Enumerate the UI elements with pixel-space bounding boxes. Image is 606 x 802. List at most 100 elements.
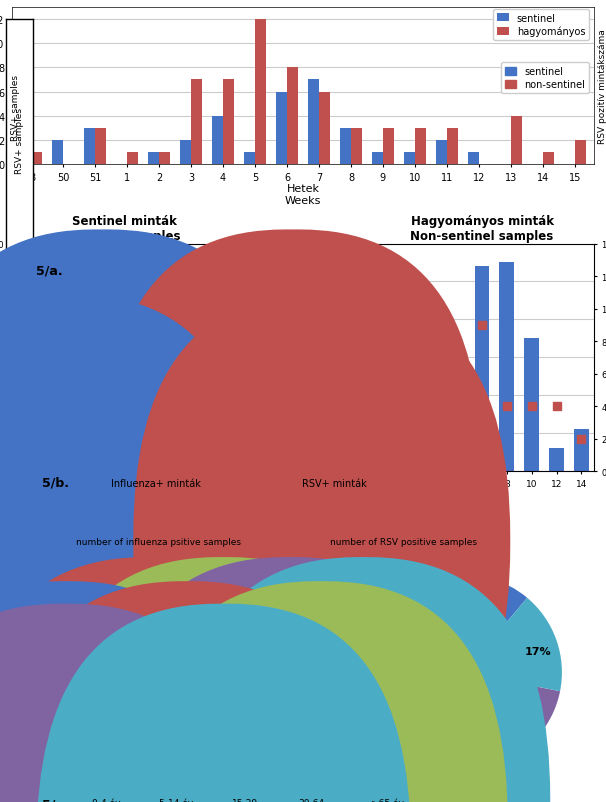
Point (219, 465, 228, 478)
Text: RSV+ minták: RSV+ minták (302, 478, 367, 488)
Bar (308, 80, 319, 164)
Bar (404, 152, 415, 164)
Bar (436, 140, 447, 164)
Text: number of influenza psitive samples: number of influenza psitive samples (76, 537, 241, 546)
Bar (95, 128, 107, 164)
Text: 34%: 34% (204, 679, 230, 689)
Bar (127, 152, 138, 164)
Bar (371, 152, 383, 164)
Bar (400, 468, 415, 472)
Point (70, 437, 79, 450)
Bar (524, 339, 539, 472)
Text: 5%: 5% (387, 646, 405, 656)
Text: number of RSV positive samples: number of RSV positive samples (330, 537, 478, 546)
Text: 12%: 12% (376, 678, 402, 689)
Wedge shape (53, 575, 171, 673)
Text: RSV+ samples: RSV+ samples (15, 107, 24, 173)
Bar (52, 140, 63, 164)
Text: 23%: 23% (90, 610, 116, 619)
Bar (212, 116, 223, 164)
Legend: sentinel, non-sentinel: sentinel, non-sentinel (501, 63, 589, 94)
Bar (383, 128, 394, 164)
Text: 30-64: 30-64 (298, 798, 324, 802)
Bar (474, 267, 490, 472)
Point (119, 294, 129, 307)
Point (477, 319, 487, 332)
Bar (223, 80, 235, 164)
Text: 17%: 17% (524, 646, 551, 657)
Text: 5-14 év: 5-14 év (159, 798, 193, 802)
Bar (499, 263, 514, 472)
Wedge shape (53, 673, 171, 770)
Bar (180, 140, 191, 164)
Text: 38%: 38% (476, 730, 502, 739)
Bar (276, 92, 287, 164)
Wedge shape (367, 654, 465, 724)
Text: 15-29: 15-29 (231, 798, 258, 802)
Bar (216, 460, 231, 472)
Bar (447, 128, 458, 164)
Bar (148, 152, 159, 164)
Text: 23%: 23% (90, 726, 116, 735)
Point (452, 351, 462, 364)
Bar (450, 358, 465, 472)
Y-axis label: RSv+ mintákszáma
RSV positive samples: RSv+ mintákszáma RSV positive samples (251, 321, 265, 395)
Text: 5/b.: 5/b. (42, 476, 70, 488)
Bar (191, 80, 202, 164)
Text: >65 év: >65 év (371, 798, 404, 802)
Bar (511, 116, 522, 164)
Y-axis label: Influenza + mintákszáma
influenza + samples: Influenza + mintákszáma influenza + samp… (330, 309, 349, 407)
Bar (351, 128, 362, 164)
Text: 5/a.: 5/a. (36, 265, 63, 277)
Bar (574, 140, 586, 164)
Bar (319, 92, 330, 164)
Point (502, 400, 511, 413)
Text: 14%: 14% (52, 667, 78, 678)
Text: 6%: 6% (172, 612, 191, 622)
Bar (67, 457, 82, 472)
Point (378, 449, 387, 462)
Bar (116, 310, 132, 472)
Text: RSV+ samples: RSV+ samples (11, 75, 19, 141)
Bar (468, 152, 479, 164)
Title: Sentinel minták
Sentinel samples: Sentinel minták Sentinel samples (67, 215, 181, 243)
Bar (340, 128, 351, 164)
Bar (287, 68, 298, 164)
Bar (549, 449, 564, 472)
Bar (425, 395, 440, 472)
Wedge shape (141, 580, 204, 673)
Wedge shape (382, 673, 560, 770)
Bar (141, 315, 156, 472)
Point (95, 408, 104, 421)
Bar (574, 430, 589, 472)
Text: Influenza+ minták: Influenza+ minták (111, 478, 201, 488)
Point (551, 400, 561, 413)
Bar (159, 152, 170, 164)
Point (20, 408, 30, 421)
X-axis label: Hetek
Weeks: Hetek Weeks (285, 184, 321, 205)
Bar (415, 128, 426, 164)
Bar (255, 20, 266, 164)
Bar (32, 152, 42, 164)
Point (144, 380, 154, 393)
X-axis label: HETEK
Weeks: HETEK Weeks (467, 489, 497, 509)
Point (427, 449, 437, 462)
Y-axis label: RSV pozitív mintákszáma: RSV pozitív mintákszáma (598, 29, 606, 144)
Text: 5/c.: 5/c. (42, 798, 68, 802)
Wedge shape (44, 631, 141, 714)
Bar (166, 383, 181, 472)
Bar (92, 406, 107, 472)
Point (169, 437, 179, 450)
Text: 28%: 28% (427, 606, 453, 615)
Bar (244, 152, 255, 164)
Bar (191, 444, 206, 472)
Title: Hagyományos minták
Non-sentinel samples: Hagyományos minták Non-sentinel samples (410, 215, 554, 243)
Point (45, 437, 55, 450)
Bar (543, 152, 554, 164)
Text: 0-4 év: 0-4 év (92, 798, 121, 802)
Bar (17, 468, 32, 472)
Wedge shape (465, 598, 562, 691)
Wedge shape (379, 575, 527, 673)
Point (194, 408, 204, 421)
Point (402, 416, 412, 429)
